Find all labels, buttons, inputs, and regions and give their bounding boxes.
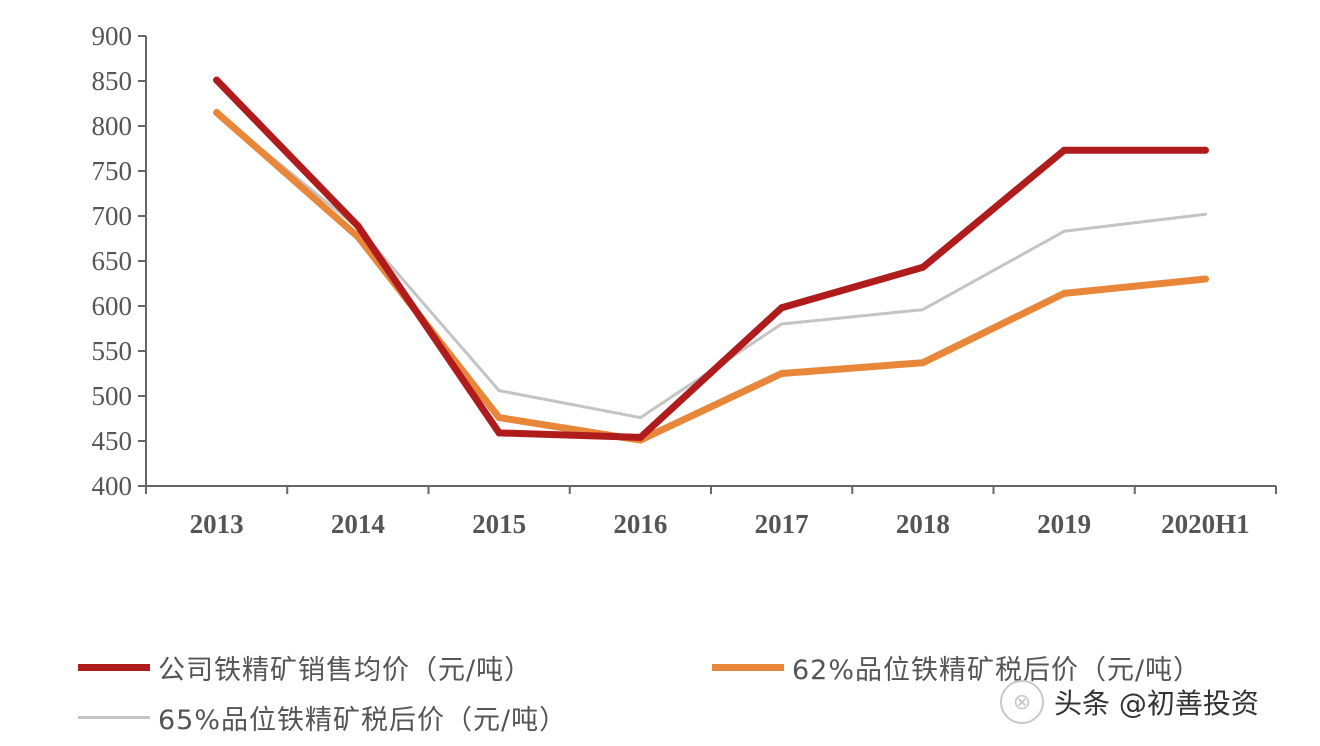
data-point — [495, 429, 503, 437]
y-tick-label: 600 — [92, 291, 133, 321]
x-tick-label: 2014 — [331, 509, 385, 539]
data-point — [778, 370, 786, 377]
x-tick-label: 2019 — [1037, 509, 1091, 539]
legend-swatch-series-0 — [78, 664, 150, 671]
y-tick-label: 800 — [92, 111, 133, 141]
y-tick-label: 850 — [92, 66, 133, 96]
data-point — [495, 414, 503, 422]
x-axis-ticks: 2013 2014 2015 2016 2017 2018 2019 2020H1 — [145, 486, 1277, 539]
series-line-0 — [213, 76, 1209, 441]
data-point — [213, 76, 221, 84]
y-tick-label: 750 — [92, 156, 133, 186]
x-tick-label: 2013 — [190, 509, 244, 539]
y-tick-label: 500 — [92, 381, 133, 411]
legend-label-series-1: 62%品位铁精矿税后价（元/吨） — [792, 655, 1202, 686]
data-point — [636, 433, 644, 441]
data-point — [1060, 146, 1068, 154]
data-point — [638, 416, 642, 420]
legend-item-series-2: 65%品位铁精矿税后价（元/吨） — [78, 698, 567, 737]
legend-label-series-0: 公司铁精矿销售均价（元/吨） — [158, 655, 533, 686]
data-point — [778, 304, 786, 312]
data-point — [354, 222, 362, 230]
legend-item-series-0: 公司铁精矿销售均价（元/吨） — [78, 648, 532, 687]
legend-swatch-series-1 — [712, 664, 784, 671]
y-tick-label: 700 — [92, 201, 133, 231]
data-point — [1201, 146, 1209, 154]
watermark-text: 头条 @初善投资 — [1054, 687, 1259, 720]
data-point — [354, 233, 362, 241]
data-point — [921, 308, 925, 312]
y-axis-ticks: 400 450 500 550 600 650 700 750 800 850 900 — [92, 21, 146, 501]
y-tick-label: 900 — [92, 21, 133, 51]
x-tick-label: 2020H1 — [1161, 509, 1250, 539]
legend-item-series-1: 62%品位铁精矿税后价（元/吨） — [712, 648, 1201, 687]
y-tick-label: 450 — [92, 426, 133, 456]
data-point — [1060, 289, 1068, 297]
legend-label-series-2: 65%品位铁精矿税后价（元/吨） — [158, 705, 568, 736]
y-tick-label: 650 — [92, 246, 133, 276]
y-tick-label: 400 — [92, 471, 133, 501]
watermark-logo-icon: ⊗ — [1000, 680, 1044, 724]
watermark: ⊗ 头条 @初善投资 — [1000, 680, 1259, 724]
x-tick-label: 2017 — [755, 509, 809, 539]
data-point — [1203, 212, 1207, 216]
data-point — [780, 322, 784, 326]
data-point — [1201, 275, 1209, 283]
data-point — [1062, 229, 1066, 233]
series-line-1 — [213, 109, 1209, 444]
x-tick-label: 2015 — [472, 509, 526, 539]
x-tick-label: 2016 — [613, 509, 667, 539]
data-point — [497, 389, 501, 393]
data-point — [919, 263, 927, 271]
y-tick-label: 550 — [92, 336, 133, 366]
data-point — [213, 109, 221, 116]
series-lines — [213, 76, 1209, 444]
data-point — [919, 359, 927, 367]
x-tick-label: 2018 — [896, 509, 950, 539]
legend-swatch-series-2 — [78, 716, 150, 719]
